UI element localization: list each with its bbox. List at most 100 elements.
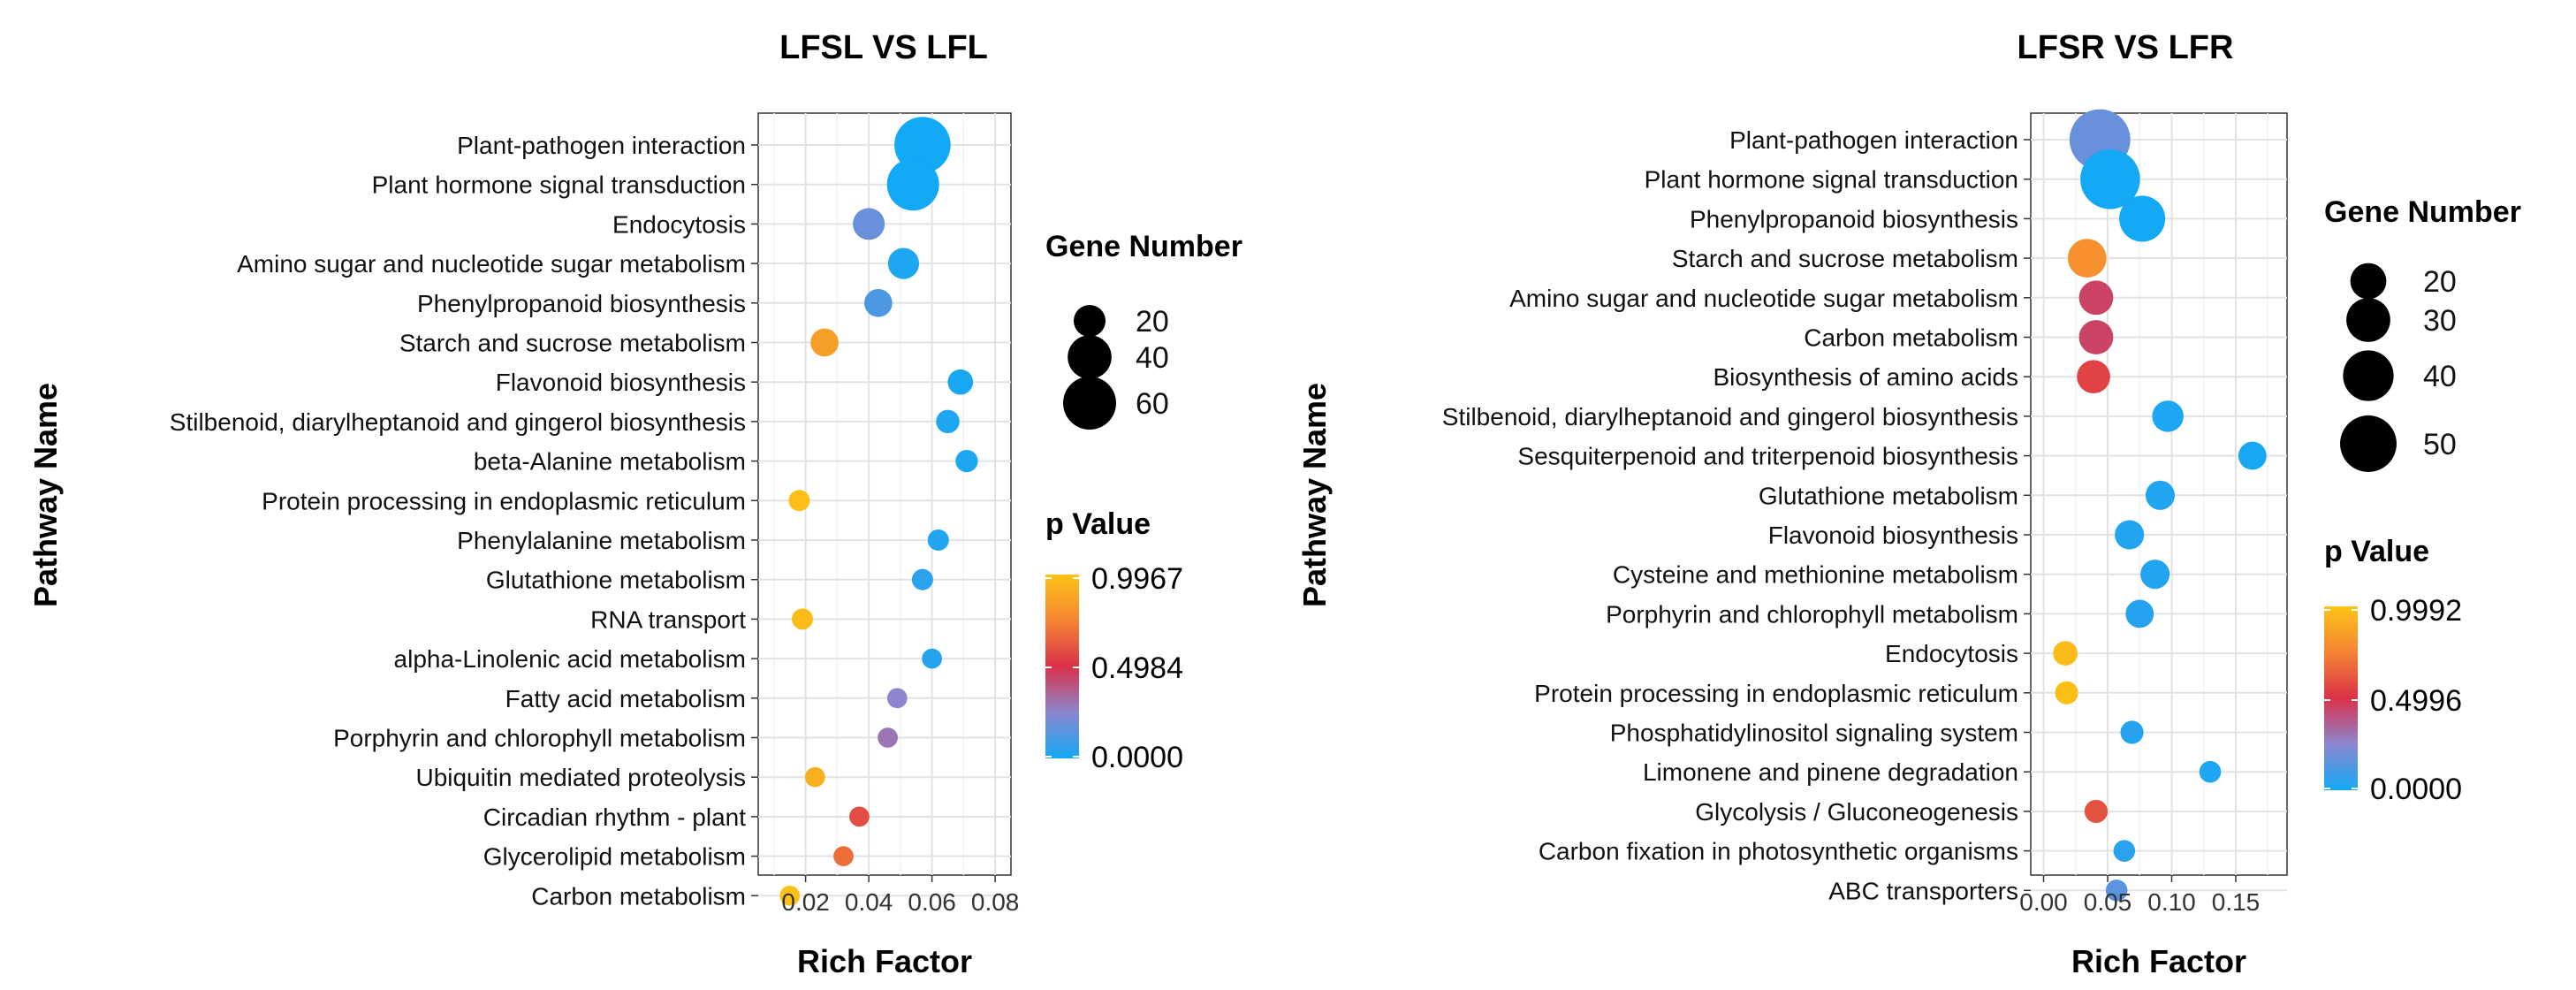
data-point — [878, 727, 898, 748]
data-point — [2125, 599, 2154, 628]
y-tick-label: RNA transport — [590, 605, 746, 633]
y-tick-label: Carbon metabolism — [531, 882, 746, 910]
x-tick-label: 0.02 — [781, 888, 830, 916]
data-point — [2119, 195, 2166, 242]
data-point — [864, 288, 893, 317]
data-point — [2105, 880, 2128, 902]
size-legend-circle — [2350, 263, 2387, 300]
y-tick-label: Flavonoid biosynthesis — [496, 369, 746, 396]
x-tick-label: 0.15 — [2212, 888, 2261, 916]
x-tick-label: 0.06 — [908, 888, 956, 916]
y-tick-label: Plant-pathogen interaction — [1729, 126, 2018, 154]
chart-right-points — [2053, 109, 2267, 902]
y-tick-label: Carbon fixation in photosynthetic organi… — [1539, 838, 2018, 865]
data-point — [853, 208, 885, 240]
y-tick-label: Circadian rhythm - plant — [483, 803, 746, 831]
y-tick-label: Porphyrin and chlorophyll metabolism — [333, 725, 746, 752]
y-tick-label: Amino sugar and nucleotide sugar metabol… — [237, 250, 746, 278]
y-tick-label: Protein processing in endoplasmic reticu… — [262, 487, 746, 514]
y-tick-label: Plant-pathogen interaction — [457, 132, 746, 159]
y-tick-label: Phenylalanine metabolism — [457, 527, 746, 554]
chart-left-color-legend-title: p Value — [1045, 507, 1151, 541]
chart-left-points — [779, 117, 978, 906]
data-point — [911, 568, 933, 590]
y-tick-label: Protein processing in endoplasmic reticu… — [1534, 680, 2018, 707]
chart-right-colorbar-ticks — [2324, 609, 2358, 789]
data-point — [2238, 441, 2267, 470]
data-point — [2140, 560, 2170, 590]
chart-right-size-legend: Gene Number 20 30 40 50 — [2324, 195, 2521, 472]
size-legend-circle — [2343, 350, 2394, 401]
chart-right-size-legend-title: Gene Number — [2324, 195, 2521, 229]
chart-right-x-axis-label: Rich Factor — [2071, 943, 2246, 979]
y-tick-label: Limonene and pinene degradation — [1643, 758, 2018, 786]
chart-right-x-ticks: 0.00 0.05 0.10 0.15 — [2019, 875, 2260, 916]
size-legend-circle — [1073, 304, 1106, 338]
chart-right-colorbar — [2324, 606, 2358, 790]
data-point — [833, 846, 854, 866]
data-point — [2113, 840, 2136, 862]
data-point — [810, 328, 839, 357]
data-point — [2084, 799, 2109, 823]
chart-left-title: LFSL VS LFL — [779, 29, 988, 66]
y-tick-label: Endocytosis — [1885, 640, 2018, 667]
y-tick-label: Stilbenoid, diarylheptanoid and gingerol… — [1442, 403, 2018, 430]
y-tick-label: Plant hormone signal transduction — [372, 171, 746, 199]
size-legend-label: 50 — [2423, 428, 2457, 461]
y-tick-label: Fatty acid metabolism — [505, 685, 746, 712]
y-tick-label: Biosynthesis of amino acids — [1713, 363, 2018, 391]
x-tick-label: 0.08 — [971, 888, 1020, 916]
chart-left-size-legend-title: Gene Number — [1045, 230, 1242, 263]
chart-left-x-axis-label: Rich Factor — [797, 943, 972, 979]
chart-left-x-ticks: 0.02 0.04 0.06 0.08 — [781, 875, 1019, 916]
data-point — [2152, 400, 2184, 432]
data-point — [955, 449, 978, 473]
data-point — [887, 248, 920, 279]
data-point — [2080, 148, 2140, 209]
data-point — [922, 648, 942, 669]
chart-right-y-tick-labels: Plant-pathogen interaction Plant hormone … — [1442, 126, 2031, 904]
data-point — [788, 490, 810, 512]
y-tick-label: Amino sugar and nucleotide sugar metabol… — [1509, 285, 2018, 312]
y-tick-label: Ubiquitin mediated proteolysis — [415, 764, 746, 791]
size-legend-circle — [1063, 377, 1116, 430]
y-tick-label: beta-Alanine metabolism — [474, 448, 746, 476]
data-point — [2199, 760, 2222, 783]
chart-left-y-tick-labels: Plant-pathogen interaction Plant hormone … — [170, 132, 758, 910]
y-tick-label: alpha-Linolenic acid metabolism — [394, 645, 746, 673]
chart-left-colorbar-label-max: 0.9967 — [1091, 562, 1183, 596]
y-tick-label: Glutathione metabolism — [1759, 482, 2018, 509]
data-point — [886, 158, 939, 211]
size-legend-label: 30 — [2423, 304, 2457, 338]
size-legend-circle — [1068, 335, 1112, 379]
chart-right-colorbar-label-mid: 0.4996 — [2370, 684, 2462, 718]
y-tick-label: Plant hormone signal transduction — [1645, 166, 2018, 194]
data-point — [2053, 641, 2078, 666]
chart-right-y-axis-label: Pathway Name — [1296, 383, 1333, 607]
y-tick-label: Starch and sucrose metabolism — [1672, 245, 2018, 272]
y-tick-label: Porphyrin and chlorophyll metabolism — [1606, 600, 2018, 628]
x-tick-label: 0.04 — [845, 888, 893, 916]
chart-right-colorbar-label-max: 0.9992 — [2370, 594, 2462, 628]
size-legend-circle — [2340, 415, 2397, 472]
chart-left-y-axis-label: Pathway Name — [27, 383, 64, 607]
chart-right-color-legend-title: p Value — [2324, 535, 2429, 568]
y-tick-label: Sesquiterpenoid and triterpenoid biosynt… — [1517, 443, 2018, 470]
chart-right-colorbar-label-min: 0.0000 — [2370, 773, 2462, 806]
y-tick-label: Starch and sucrose metabolism — [399, 330, 746, 357]
data-point — [2120, 720, 2144, 744]
size-legend-label: 20 — [1136, 305, 1169, 339]
data-point — [2067, 239, 2107, 278]
data-point — [779, 885, 801, 906]
chart-left-color-legend: p Value 0.9967 0.4984 0.0000 — [1045, 507, 1183, 774]
chart-right: LFSR VS LFR Plant-pathogen interactionPl… — [1296, 29, 2521, 979]
data-point — [2055, 681, 2078, 704]
data-point — [2078, 280, 2114, 316]
chart-left-colorbar-ticks — [1045, 577, 1079, 758]
data-point — [849, 806, 870, 827]
x-tick-label: 0.05 — [2084, 888, 2132, 916]
size-legend-label: 20 — [2423, 265, 2457, 299]
data-point — [886, 688, 908, 709]
y-tick-label: ABC transporters — [1828, 877, 2018, 904]
